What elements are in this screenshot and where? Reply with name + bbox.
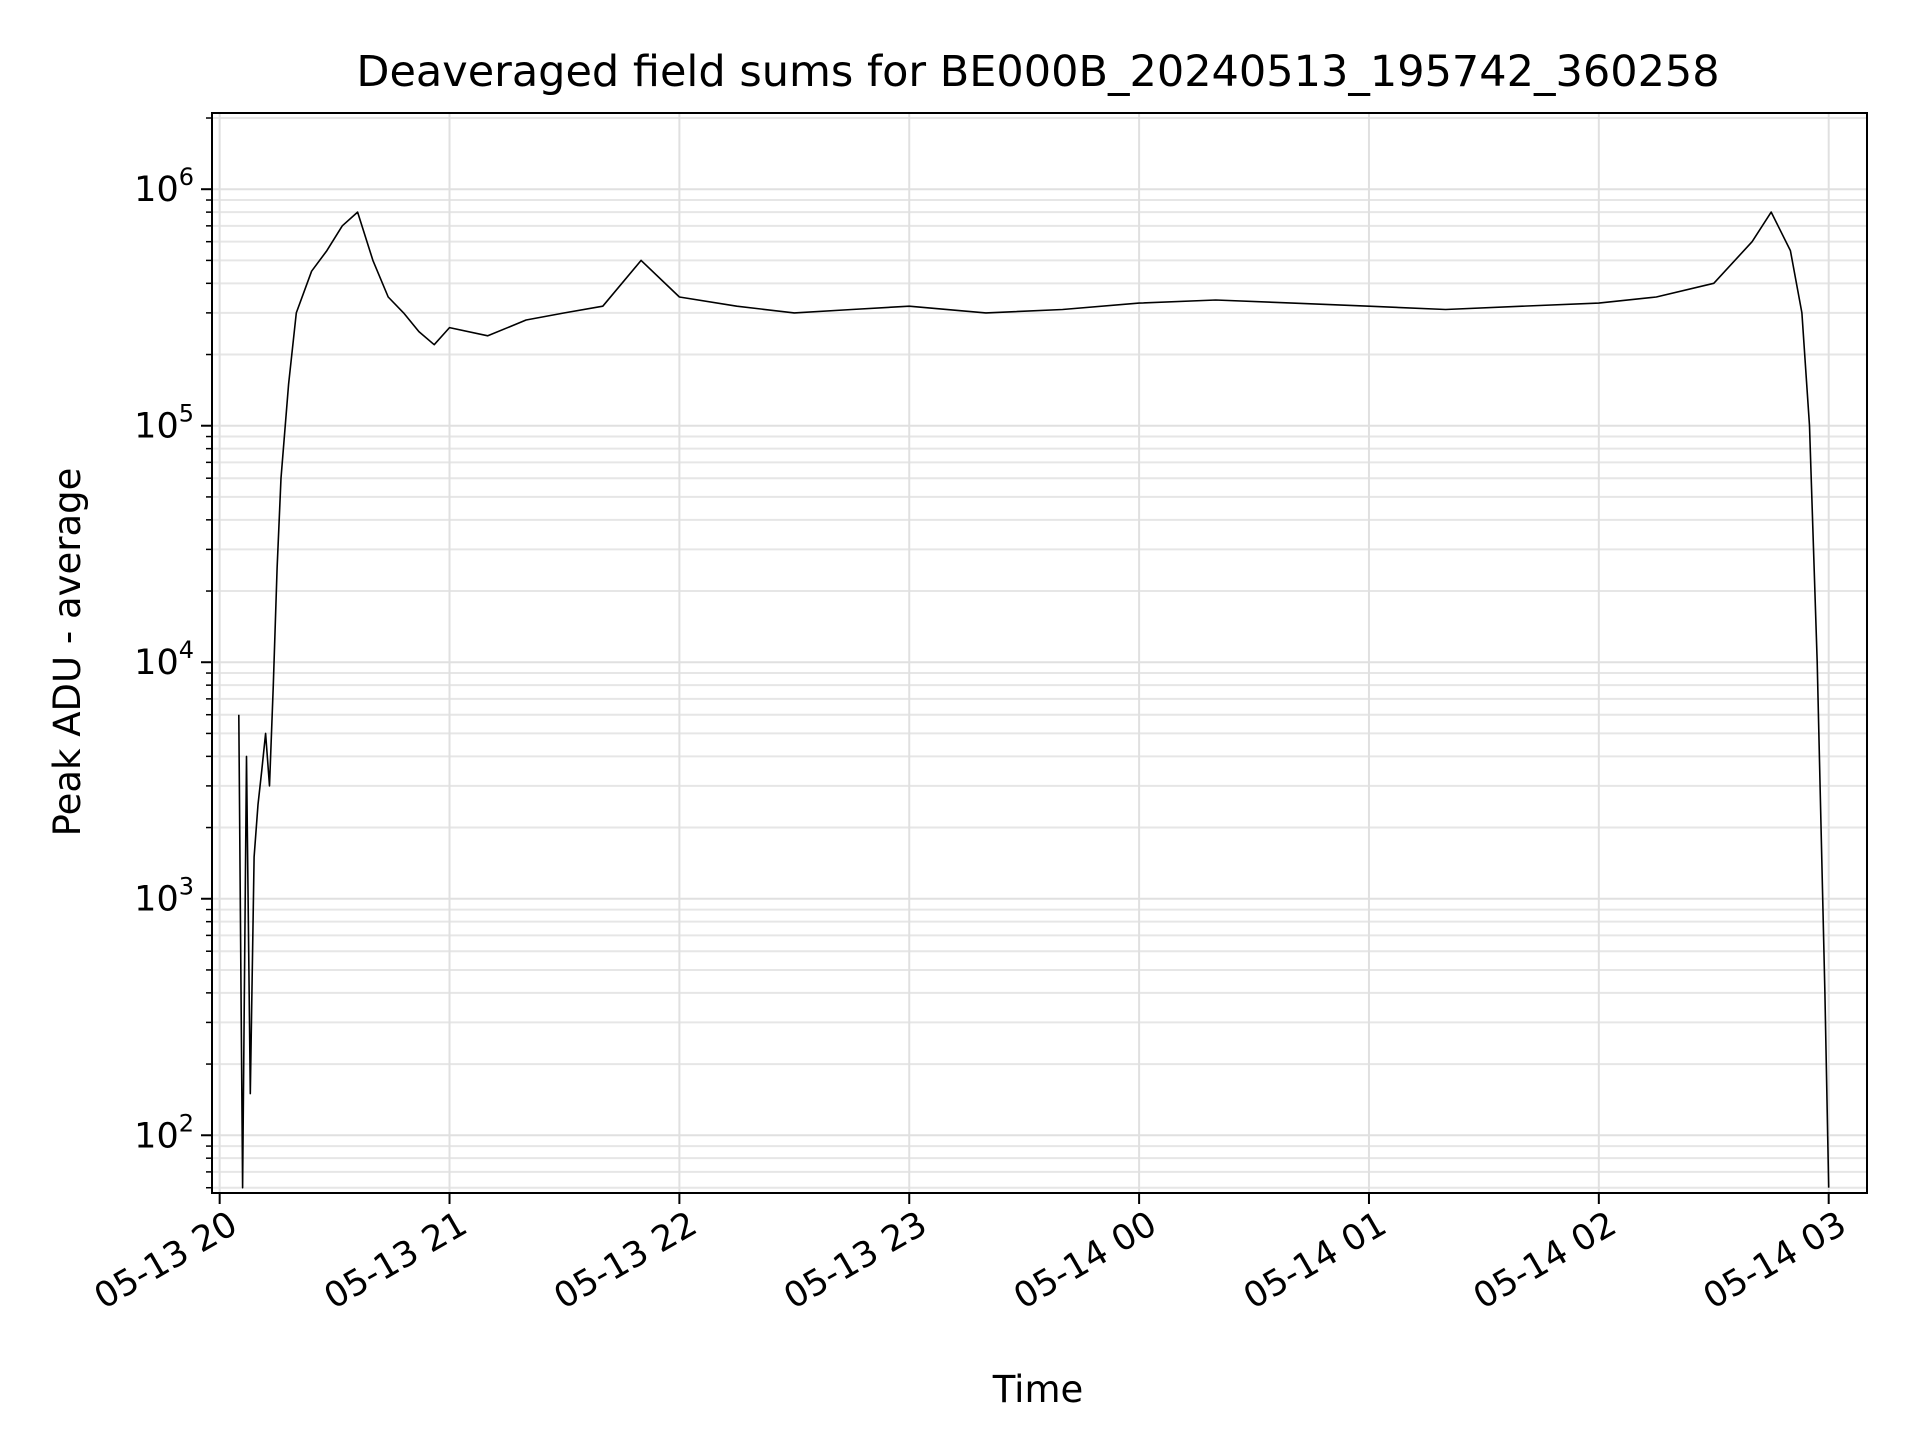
y-tick-base: 10: [134, 880, 179, 920]
y-tick-base: 10: [134, 407, 179, 447]
y-tick-label: 103: [134, 873, 194, 920]
y-tick-base: 10: [134, 1116, 179, 1156]
y-tick-exponent: 6: [179, 163, 194, 191]
y-tick-label: 102: [134, 1109, 194, 1156]
y-tick-base: 10: [134, 643, 179, 683]
x-axis-label: Time: [992, 1368, 1084, 1411]
y-axis-label: Peak ADU - average: [46, 468, 89, 837]
grid-lines: [212, 113, 1867, 1193]
y-tick-exponent: 3: [179, 873, 194, 901]
y-tick-label: 106: [134, 163, 194, 210]
plot-frame: [211, 112, 1868, 1194]
y-tick-exponent: 2: [179, 1109, 194, 1137]
y-tick-exponent: 5: [179, 400, 194, 428]
series-line: [238, 211, 1830, 1189]
y-tick-label: 104: [134, 636, 194, 683]
y-tick-exponent: 4: [179, 636, 194, 664]
y-tick-base: 10: [134, 170, 179, 210]
chart-title: Deaveraged field sums for BE000B_2024051…: [356, 47, 1719, 97]
series-layer: [238, 211, 1830, 1189]
y-tick-label: 105: [134, 400, 194, 447]
